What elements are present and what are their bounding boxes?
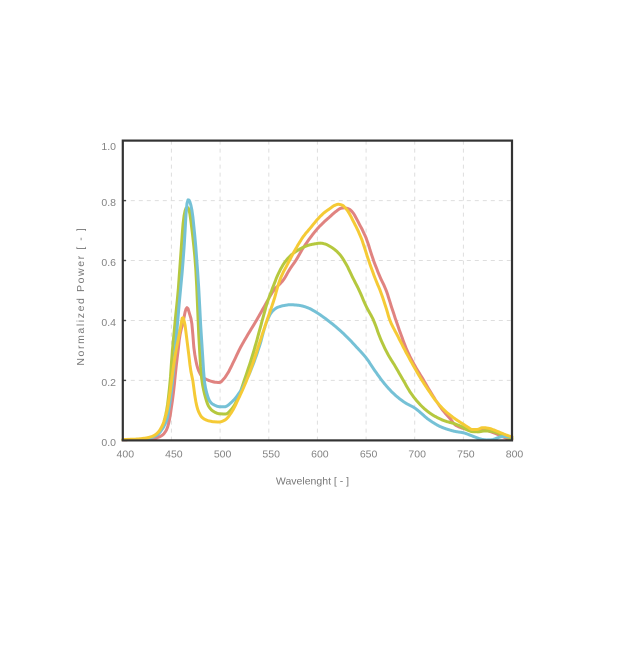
svg-text:750: 750	[457, 449, 475, 461]
svg-text:0.2: 0.2	[101, 377, 116, 389]
svg-text:0.8: 0.8	[101, 197, 116, 209]
svg-text:450: 450	[165, 449, 183, 461]
svg-text:600: 600	[311, 449, 329, 461]
svg-text:550: 550	[262, 449, 280, 461]
svg-text:1.0: 1.0	[101, 141, 116, 153]
svg-text:500: 500	[214, 449, 232, 461]
svg-text:800: 800	[506, 449, 524, 461]
svg-text:Wavelenght [ - ]: Wavelenght [ - ]	[276, 476, 349, 488]
svg-text:0.6: 0.6	[101, 257, 116, 269]
svg-text:Normalized Power [ - ]: Normalized Power [ - ]	[75, 227, 87, 366]
svg-text:0.0: 0.0	[101, 437, 116, 449]
svg-text:400: 400	[117, 449, 135, 461]
svg-text:0.4: 0.4	[101, 317, 116, 329]
svg-text:650: 650	[360, 449, 378, 461]
svg-text:700: 700	[408, 449, 426, 461]
